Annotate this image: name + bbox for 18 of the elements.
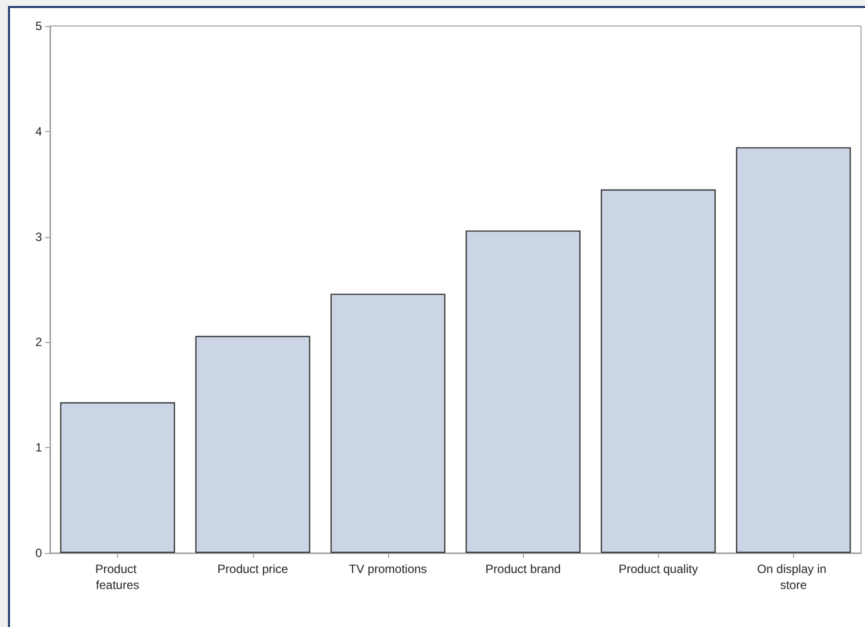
y-tick-label: 0 xyxy=(35,546,42,560)
x-tick-label: Product price xyxy=(217,562,288,576)
y-tick-label: 5 xyxy=(35,19,42,33)
x-tick-label: TV promotions xyxy=(348,562,427,576)
x-tick-label: Product quality xyxy=(618,562,698,576)
bar xyxy=(736,147,851,553)
bar xyxy=(330,294,446,553)
y-tick-label: 3 xyxy=(35,230,42,244)
x-tick-label: On display in store xyxy=(757,562,830,592)
bar xyxy=(466,230,581,553)
bar xyxy=(600,189,716,553)
y-tick-label: 4 xyxy=(35,124,42,138)
x-tick-label: Product features xyxy=(95,562,140,592)
y-tick-label: 2 xyxy=(35,335,42,350)
bar xyxy=(195,336,310,553)
y-tick-label: 1 xyxy=(35,440,42,455)
bar xyxy=(60,402,176,553)
x-tick-label: Product brand xyxy=(485,562,561,576)
